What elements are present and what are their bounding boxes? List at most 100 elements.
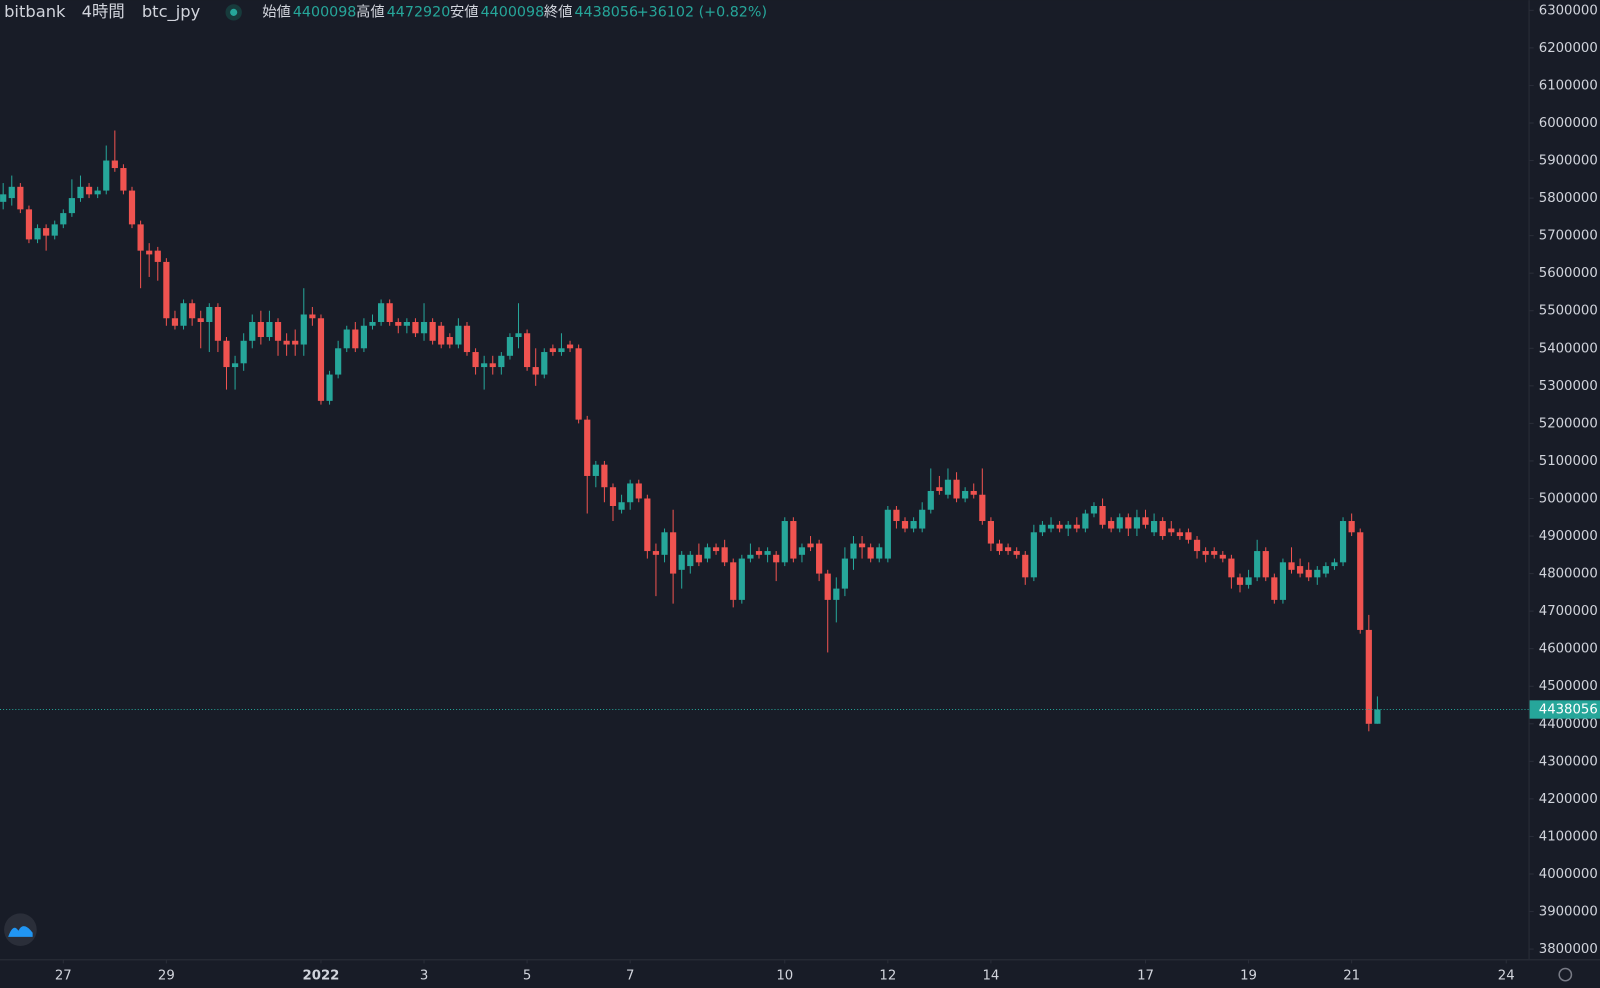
y-tick-label: 4600000: [1539, 642, 1598, 657]
candle-body: [386, 303, 393, 323]
candle-body: [1365, 629, 1372, 724]
candle-body: [781, 521, 788, 563]
candle-body: [257, 322, 264, 338]
y-tick-label: 5700000: [1539, 229, 1598, 244]
candle-body: [884, 509, 891, 559]
candle-body: [678, 554, 685, 570]
candle-body: [919, 509, 926, 529]
status-dot: [230, 8, 238, 16]
candle-body: [687, 554, 694, 567]
logo-icon[interactable]: [8, 926, 33, 937]
candle-body: [317, 318, 325, 401]
header: bitbank 4時間 btc_jpy 始値 4400098 高値 447292…: [4, 2, 767, 22]
candle-body: [180, 303, 187, 326]
candle-body: [506, 337, 514, 356]
x-tick-label: 24: [1498, 969, 1515, 984]
candle-body: [1108, 521, 1115, 529]
candle-body: [558, 348, 565, 353]
candle-body: [962, 490, 969, 499]
candle-body: [618, 502, 625, 510]
candle-body: [206, 306, 213, 323]
candle-body: [8, 186, 15, 199]
candle-body: [43, 228, 50, 236]
y-tick-label: 6200000: [1539, 41, 1598, 56]
candle-body: [1288, 562, 1295, 570]
candle-body: [249, 322, 256, 341]
candle-body: [1271, 577, 1278, 600]
settings[interactable]: [1558, 967, 1573, 982]
x-tick-label: 19: [1240, 969, 1257, 984]
candle-body: [858, 543, 866, 548]
plot: [0, 130, 1529, 732]
y-tick-label: 4500000: [1539, 679, 1598, 694]
candle-body: [1331, 562, 1338, 567]
logo[interactable]: [4, 913, 37, 947]
candle-body: [944, 479, 952, 495]
y-tick-label: 3800000: [1539, 942, 1598, 957]
candle-body: [1090, 505, 1098, 514]
candle-body: [730, 562, 737, 600]
candle-body: [1099, 505, 1106, 525]
candle-body: [1030, 532, 1037, 578]
candle-body: [1357, 532, 1364, 630]
low-label: 安値: [450, 3, 479, 20]
candle-body: [927, 490, 934, 510]
candle-body: [901, 521, 909, 529]
y-tick-label: 5500000: [1539, 304, 1598, 319]
last-price-tag: [1529, 700, 1600, 719]
x-tick-label: 17: [1137, 969, 1154, 984]
y-tick-label: 5400000: [1539, 341, 1598, 356]
candle-body: [403, 322, 410, 326]
candle-body: [1082, 513, 1089, 529]
candle-body: [1297, 566, 1304, 574]
candle-body: [51, 224, 58, 236]
settings-icon[interactable]: [1558, 967, 1573, 982]
candle-body: [128, 190, 136, 225]
candle-body: [695, 554, 702, 563]
y-tick-label: 4100000: [1539, 829, 1598, 844]
candle-body: [352, 329, 359, 349]
y-tick-label: 6000000: [1539, 116, 1598, 131]
candle-body: [936, 487, 943, 491]
candle-body: [163, 261, 170, 319]
candle-body: [240, 340, 247, 364]
y-tick-label: 4700000: [1539, 604, 1598, 619]
y-tick-label: 4900000: [1539, 529, 1598, 544]
candle-body: [377, 303, 385, 323]
candle-body: [1073, 524, 1080, 529]
x-tick-label: 7: [626, 969, 634, 984]
candle-body: [1185, 532, 1192, 540]
candle-body: [1168, 528, 1175, 533]
candle-body: [0, 194, 7, 202]
candle-body: [996, 543, 1003, 552]
candle-body: [154, 250, 161, 262]
candle-body: [1236, 577, 1244, 585]
candle-body: [60, 213, 67, 225]
candle-body: [1262, 551, 1269, 578]
candle-body: [111, 160, 118, 169]
candle-body: [1047, 524, 1055, 529]
open-value: 4400098: [293, 4, 357, 20]
candle-body: [670, 532, 677, 574]
candle-body: [910, 521, 917, 529]
y-tick-label: 5200000: [1539, 416, 1598, 431]
candle-body: [1193, 539, 1201, 552]
candle-body: [1013, 551, 1020, 555]
candle-body: [970, 490, 977, 495]
candle-body: [833, 588, 840, 600]
candle-body: [661, 532, 668, 555]
y-tick-label: 5600000: [1539, 266, 1598, 281]
candle-body: [17, 186, 24, 210]
candle-body: [627, 483, 634, 503]
candle-body: [309, 314, 316, 319]
axes: 3800000 3900000 4000000 4100000 4200000 43000…: [55, 3, 1600, 984]
candle-body: [652, 551, 660, 555]
candle-body: [987, 521, 994, 544]
x-tick-label: 14: [982, 969, 999, 984]
x-tick-label: 12: [879, 969, 896, 984]
x-tick-label: 2022: [303, 969, 340, 984]
x-tick-label: 5: [523, 969, 531, 984]
candle-body: [1056, 524, 1063, 529]
